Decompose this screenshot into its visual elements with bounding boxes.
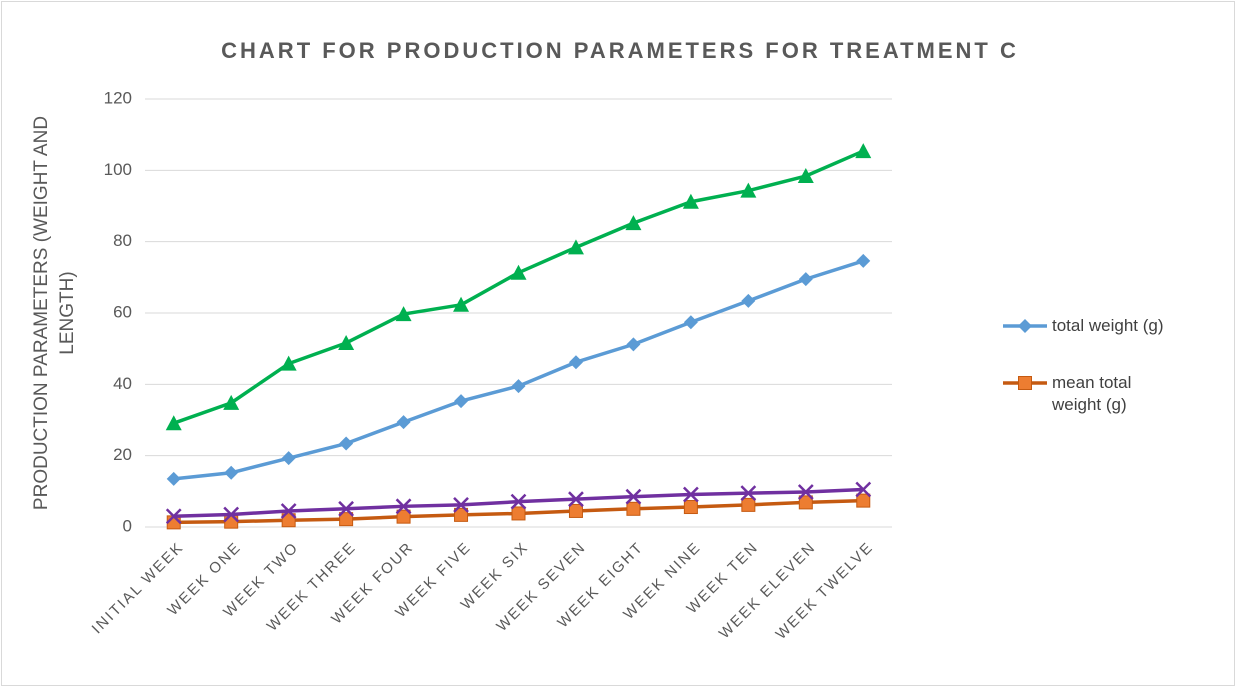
y-tick-label: 100: [104, 160, 132, 179]
y-tick-label: 120: [104, 88, 132, 107]
point: [856, 253, 871, 268]
point: [396, 509, 411, 524]
point: [338, 334, 355, 350]
point: [1018, 376, 1032, 390]
point: [453, 296, 470, 312]
point: [741, 497, 756, 512]
y-axis-label: PRODUCTION PARAMETERS (WEIGHT AND LENGTH…: [31, 115, 78, 511]
point: [454, 394, 469, 409]
point: [798, 272, 813, 287]
point: [683, 486, 699, 503]
point: [682, 193, 699, 209]
point: [223, 506, 240, 523]
point: [1018, 319, 1032, 333]
point: [224, 514, 239, 529]
point: [797, 168, 814, 184]
point: [683, 500, 698, 515]
y-tick-label: 20: [113, 445, 132, 464]
y-tick-label: 0: [123, 516, 132, 535]
point: [281, 513, 296, 528]
y-tick-label: 60: [113, 302, 132, 321]
point: [511, 506, 526, 521]
point: [626, 501, 641, 516]
point: [165, 508, 182, 525]
point: [166, 471, 181, 486]
point: [856, 493, 871, 508]
point: [626, 337, 641, 352]
point: [339, 512, 354, 527]
point: [855, 143, 872, 159]
point: [568, 503, 583, 518]
point: [740, 182, 757, 198]
point: [625, 215, 642, 231]
point: [395, 306, 412, 322]
point: [510, 264, 527, 280]
point: [396, 415, 411, 430]
legend-label: total weight (g): [1052, 316, 1164, 335]
point: [568, 491, 584, 508]
y-tick-label: 80: [113, 231, 132, 250]
point: [280, 355, 297, 371]
point: [797, 484, 814, 500]
point: [510, 493, 527, 510]
point: [281, 451, 296, 466]
point: [165, 415, 182, 431]
point: [741, 293, 756, 308]
point: [223, 394, 240, 410]
point: [855, 481, 872, 498]
point: [625, 488, 642, 505]
point: [454, 507, 469, 522]
point: [280, 503, 297, 519]
y-tick-label: 40: [113, 374, 132, 393]
point: [453, 497, 469, 513]
point: [511, 379, 526, 394]
point: [567, 239, 584, 255]
point: [339, 436, 354, 451]
point: [395, 498, 412, 515]
point: [798, 495, 813, 510]
point: [740, 485, 757, 502]
legend-label: mean total weight (g): [1052, 373, 1132, 414]
chart-title: CHART FOR PRODUCTION PARAMETERS FOR TREA…: [221, 38, 1019, 63]
point: [683, 315, 698, 330]
point: [568, 355, 583, 370]
point: [224, 465, 239, 480]
point: [338, 500, 354, 517]
